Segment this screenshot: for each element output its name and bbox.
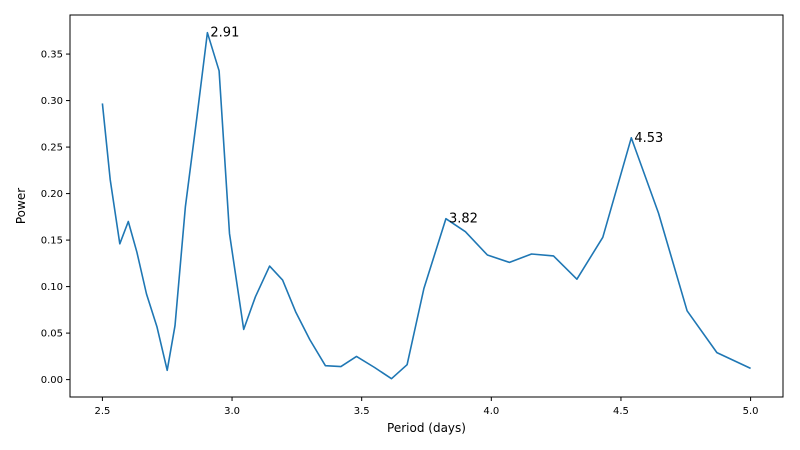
y-tick-label: 0.05 — [41, 329, 63, 340]
x-tick-label: 5.0 — [743, 406, 759, 417]
power-series-line — [101, 31, 751, 380]
peak-annotation: 2.91 — [210, 26, 239, 41]
y-tick-label: 0.10 — [41, 282, 63, 293]
plot-background — [70, 15, 783, 397]
peak-annotation: 4.53 — [634, 131, 663, 146]
x-axis-label: Period (days) — [387, 421, 466, 435]
y-tick-label: 0.35 — [41, 50, 63, 61]
x-tick-label: 3.5 — [354, 406, 370, 417]
peak-annotation: 3.82 — [449, 212, 478, 227]
x-tick-label: 2.5 — [94, 406, 110, 417]
y-axis-label: Power — [14, 188, 28, 224]
y-axis-ticks: 0.00 0.05 0.10 0.15 0.20 0.25 0.30 0.35 — [41, 50, 70, 386]
y-tick-label: 0.00 — [41, 375, 63, 386]
y-tick-label: 0.15 — [41, 236, 63, 247]
x-axis-ticks: 2.5 3.0 3.5 4.0 4.5 5.0 — [94, 397, 759, 417]
peak-annotations: 2.91 3.82 4.53 — [210, 26, 663, 227]
x-tick-label: 3.0 — [224, 406, 240, 417]
x-tick-label: 4.0 — [483, 406, 499, 417]
y-tick-label: 0.25 — [41, 143, 63, 154]
y-tick-label: 0.20 — [41, 189, 63, 200]
x-tick-label: 4.5 — [613, 406, 629, 417]
y-tick-label: 0.30 — [41, 96, 63, 107]
plot-frame — [69, 14, 784, 398]
